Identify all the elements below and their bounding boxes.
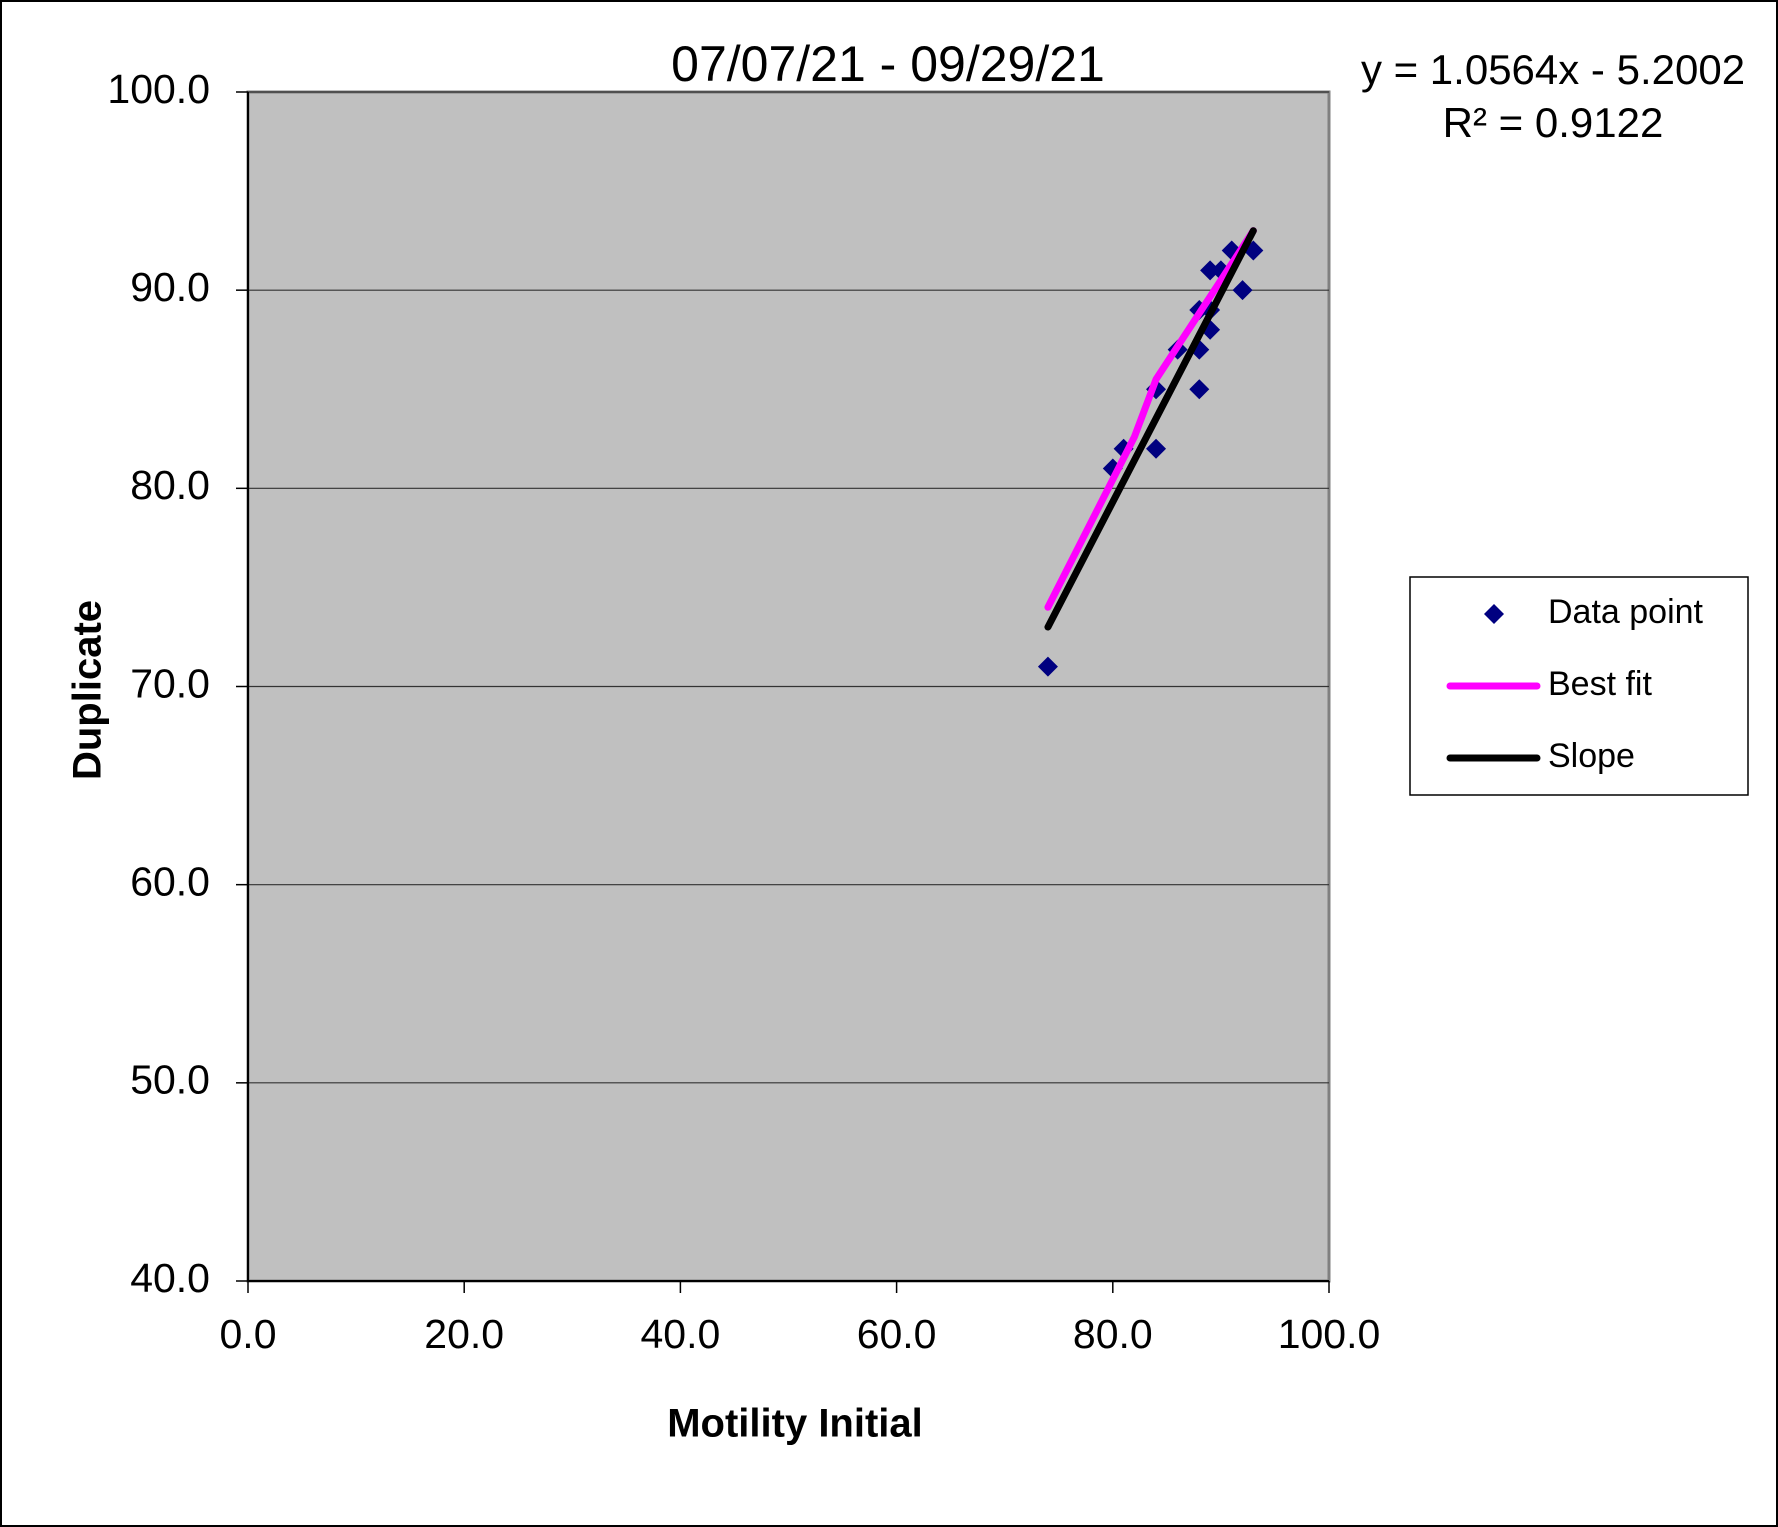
data-point bbox=[1146, 438, 1167, 459]
line bbox=[1044, 227, 1257, 631]
y-tick-label: 70.0 bbox=[130, 660, 210, 706]
r-squared: R² = 0.9122 bbox=[1443, 99, 1664, 146]
line bbox=[1044, 227, 1257, 611]
x-tick-label: 100.0 bbox=[1278, 1311, 1381, 1357]
data-point bbox=[1189, 379, 1210, 400]
chart-title: 07/07/21 - 09/29/21 bbox=[671, 36, 1105, 92]
equation: y = 1.0564x - 5.2002 bbox=[1361, 46, 1745, 93]
x-tick-label: 40.0 bbox=[640, 1311, 720, 1357]
x-tick-label: 60.0 bbox=[857, 1311, 937, 1357]
data-point bbox=[1200, 260, 1221, 281]
y-tick-label: 90.0 bbox=[130, 264, 210, 310]
x-axis-title: Motility Initial bbox=[667, 1402, 923, 1446]
x-tick-label: 0.0 bbox=[220, 1311, 277, 1357]
y-tick-label: 60.0 bbox=[130, 858, 210, 904]
data-point bbox=[1232, 280, 1253, 301]
legend-marker bbox=[1484, 604, 1504, 624]
y-tick-label: 40.0 bbox=[130, 1255, 210, 1301]
legend-label: Data point bbox=[1548, 593, 1704, 631]
x-tick-label: 80.0 bbox=[1073, 1311, 1153, 1357]
y-tick-label: 80.0 bbox=[130, 462, 210, 508]
x-tick-label: 20.0 bbox=[424, 1311, 504, 1357]
legend-label: Best fit bbox=[1548, 665, 1652, 703]
y-tick-label: 100.0 bbox=[107, 66, 210, 112]
legend-label: Slope bbox=[1548, 737, 1635, 775]
data-point bbox=[1037, 656, 1058, 677]
y-tick-label: 50.0 bbox=[130, 1057, 210, 1103]
y-axis-title: Duplicate bbox=[66, 600, 110, 780]
